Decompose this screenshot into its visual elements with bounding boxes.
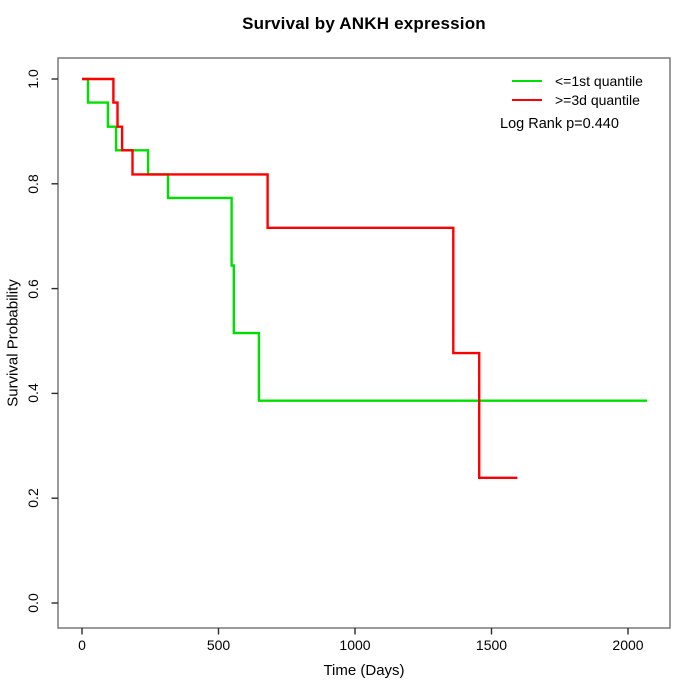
legend: <=1st quantile >=3d quantile Log Rank p=… bbox=[500, 71, 680, 133]
series-line-3d-quantile bbox=[82, 77, 518, 479]
y-tick-label: 0.2 bbox=[25, 488, 41, 508]
x-axis-title: Time (Days) bbox=[323, 662, 405, 679]
legend-item-3d-quantile: >=3d quantile bbox=[500, 90, 680, 109]
legend-swatch-green-line bbox=[512, 79, 542, 82]
y-tick-label: 0.4 bbox=[25, 383, 41, 404]
y-axis-title: Survival Probability bbox=[4, 279, 22, 407]
legend-item-1st-quantile: <=1st quantile bbox=[500, 71, 680, 90]
chart-title: Survival by ANKH expression bbox=[242, 14, 486, 33]
y-tick-label: 0.0 bbox=[25, 593, 41, 613]
x-tick-label: 1000 bbox=[339, 637, 371, 653]
x-tick-label: 0 bbox=[78, 637, 86, 653]
y-tick-label: 0.6 bbox=[25, 278, 41, 299]
x-tick-label: 1500 bbox=[475, 637, 508, 653]
y-tick-label: 0.8 bbox=[25, 174, 41, 194]
legend-label-1st-quantile: <=1st quantile bbox=[555, 72, 643, 89]
legend-label-3d-quantile: >=3d quantile bbox=[555, 91, 640, 108]
x-tick-label: 2000 bbox=[612, 637, 644, 653]
plot-box bbox=[57, 57, 671, 629]
y-tick-label: 1.0 bbox=[25, 69, 41, 89]
x-tick-label: 500 bbox=[206, 637, 231, 653]
log-rank-annotation: Log Rank p=0.440 bbox=[500, 116, 619, 132]
legend-swatch-red-line bbox=[512, 98, 542, 101]
